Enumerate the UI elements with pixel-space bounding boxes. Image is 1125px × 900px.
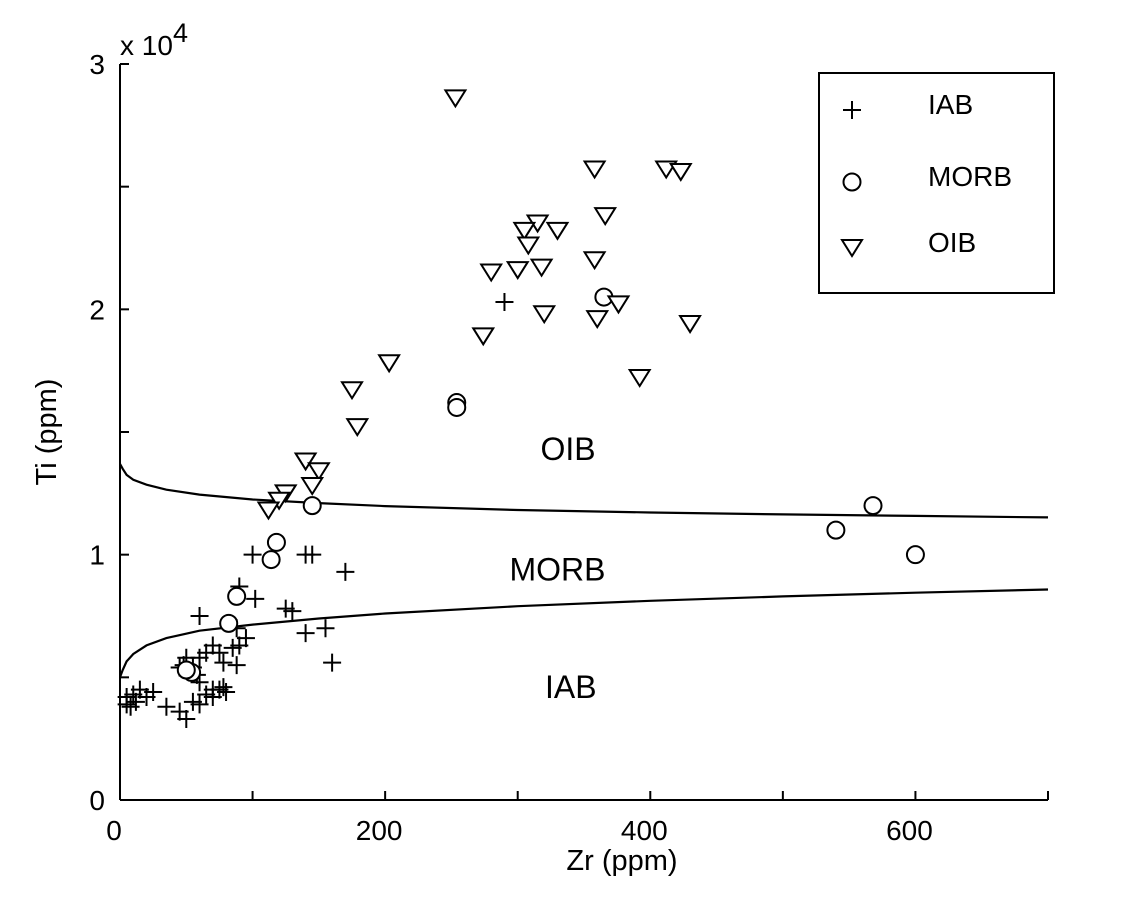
oib-point [627, 369, 652, 388]
morb-point [826, 520, 846, 540]
y-tick-label: 2 [89, 294, 105, 325]
series-morb [176, 287, 925, 682]
boundary-curves [118, 463, 1049, 678]
iab-point [296, 545, 315, 564]
x-tick-label: 200 [356, 815, 403, 846]
boundary-line [119, 463, 1049, 519]
iab-point [126, 692, 145, 711]
oib-point [471, 327, 496, 347]
y-axis-multiplier: x 104 [120, 18, 188, 61]
x-ticks: 0 200 400 600 [106, 791, 1049, 846]
iab-point [336, 562, 355, 581]
iab-point [243, 545, 262, 564]
x-tick-label: 400 [621, 815, 668, 846]
morb-point [227, 586, 247, 606]
iab-point [246, 589, 265, 608]
iab-point [296, 624, 315, 643]
oib-point [668, 162, 693, 182]
iab-point [177, 710, 196, 729]
oib-point [606, 295, 631, 315]
iab-point [190, 607, 209, 625]
x-axis-title: Zr (ppm) [566, 845, 677, 877]
iab-point [316, 619, 335, 638]
morb-point [905, 545, 925, 565]
y-ticks: 0 1 2 3 [89, 49, 129, 816]
oib-point [293, 452, 318, 472]
oib-point [340, 381, 364, 401]
morb-point [302, 496, 322, 516]
morb-point [266, 532, 286, 552]
y-tick-label: 0 [89, 785, 105, 816]
y-tick-label: 1 [89, 540, 105, 571]
iab-point [214, 653, 233, 672]
iab-point [323, 653, 342, 672]
y-axis-title: Ti (ppm) [31, 379, 63, 486]
iab-point [214, 678, 233, 697]
oib-point [512, 221, 537, 241]
x-tick-label: 600 [886, 815, 933, 846]
oib-point [307, 462, 331, 482]
iab-point [217, 683, 236, 702]
iab-point [203, 687, 222, 706]
morb-point [219, 613, 239, 633]
oib-point [678, 315, 702, 334]
morb-point [176, 660, 196, 680]
oib-point [505, 261, 530, 280]
iab-point [157, 697, 176, 716]
region-label: OIB [541, 431, 596, 467]
data-points [117, 89, 925, 729]
series-oib [256, 89, 702, 521]
oib-point [516, 236, 541, 256]
iab-point [227, 656, 246, 675]
legend-marker-morb [842, 172, 862, 192]
iab-point [183, 692, 202, 711]
iab-point [283, 602, 302, 621]
region-labels: OIB MORB IAB [509, 431, 605, 705]
oib-point [377, 354, 401, 374]
oib-point [593, 207, 618, 226]
morb-point [863, 496, 883, 516]
morb-point [261, 550, 281, 570]
legend-marker-iab [843, 101, 861, 119]
oib-point [443, 89, 468, 109]
legend: IAB MORB OIB [818, 72, 1055, 294]
oib-point [300, 476, 325, 496]
x-tick-label: 0 [106, 815, 122, 846]
iab-point [223, 638, 242, 657]
oib-point [267, 491, 291, 511]
oib-point [345, 418, 370, 437]
oib-point [582, 251, 607, 271]
region-label: MORB [509, 551, 605, 587]
y-tick-label: 3 [89, 49, 105, 80]
morb-point [447, 397, 467, 417]
region-label: IAB [545, 669, 597, 705]
legend-label-oib: OIB [928, 227, 976, 258]
oib-point [585, 310, 610, 330]
iab-point [495, 292, 514, 311]
iab-point [117, 695, 136, 714]
oib-point [582, 160, 607, 180]
boundary-line [118, 588, 1049, 678]
oib-point [256, 501, 281, 521]
iab-point [144, 683, 163, 702]
iab-point [210, 643, 229, 662]
legend-label-morb: MORB [928, 161, 1012, 192]
oib-point [529, 258, 554, 278]
oib-point [532, 305, 557, 325]
oib-point [479, 263, 504, 283]
legend-label-iab: IAB [928, 89, 973, 120]
legend-marker-oib [840, 239, 864, 258]
oib-point [545, 221, 570, 241]
